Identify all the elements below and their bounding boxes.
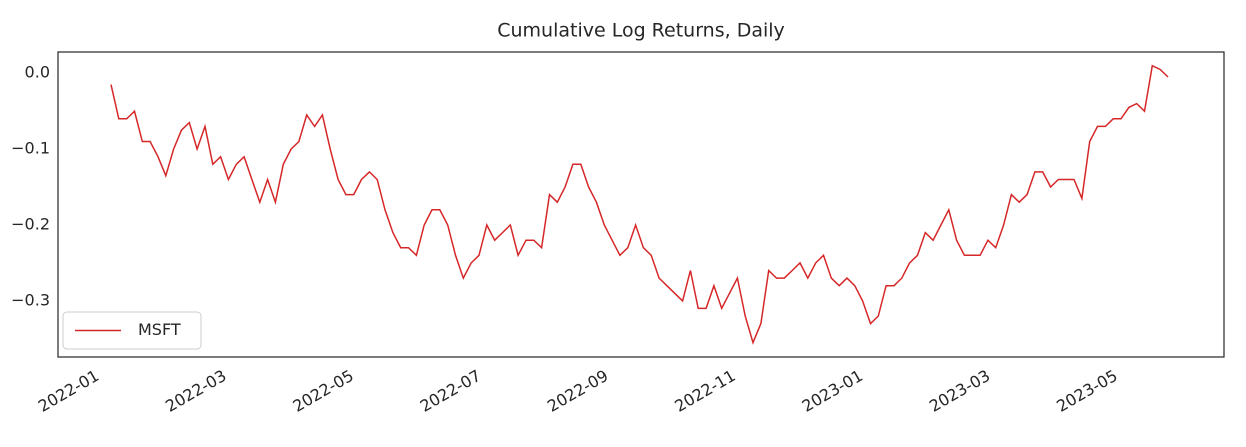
y-tick-label: −0.3 (11, 290, 50, 309)
x-tick-label: 2023-05 (1053, 366, 1120, 416)
x-tick-label: 2022-11 (671, 366, 738, 416)
x-tick-label: 2023-01 (799, 366, 866, 416)
y-tick-label: −0.2 (11, 214, 50, 233)
y-tick-label: −0.1 (11, 139, 50, 158)
x-tick-label: 2023-03 (926, 366, 993, 416)
line (110, 64, 1169, 345)
chart-title: Cumulative Log Returns, Daily (497, 20, 785, 42)
x-tick-label: 2022-09 (544, 366, 611, 416)
legend-box (62, 311, 202, 350)
x-tick-label: 2022-07 (417, 366, 484, 416)
plot-frame (57, 51, 1225, 358)
x-tick-label: 2022-01 (35, 366, 102, 416)
x-tick-label: 2022-05 (289, 366, 356, 416)
legend-label: MSFT (138, 320, 181, 339)
x-tick-label: 2022-03 (162, 366, 229, 416)
y-tick-label: 0.0 (25, 63, 50, 82)
